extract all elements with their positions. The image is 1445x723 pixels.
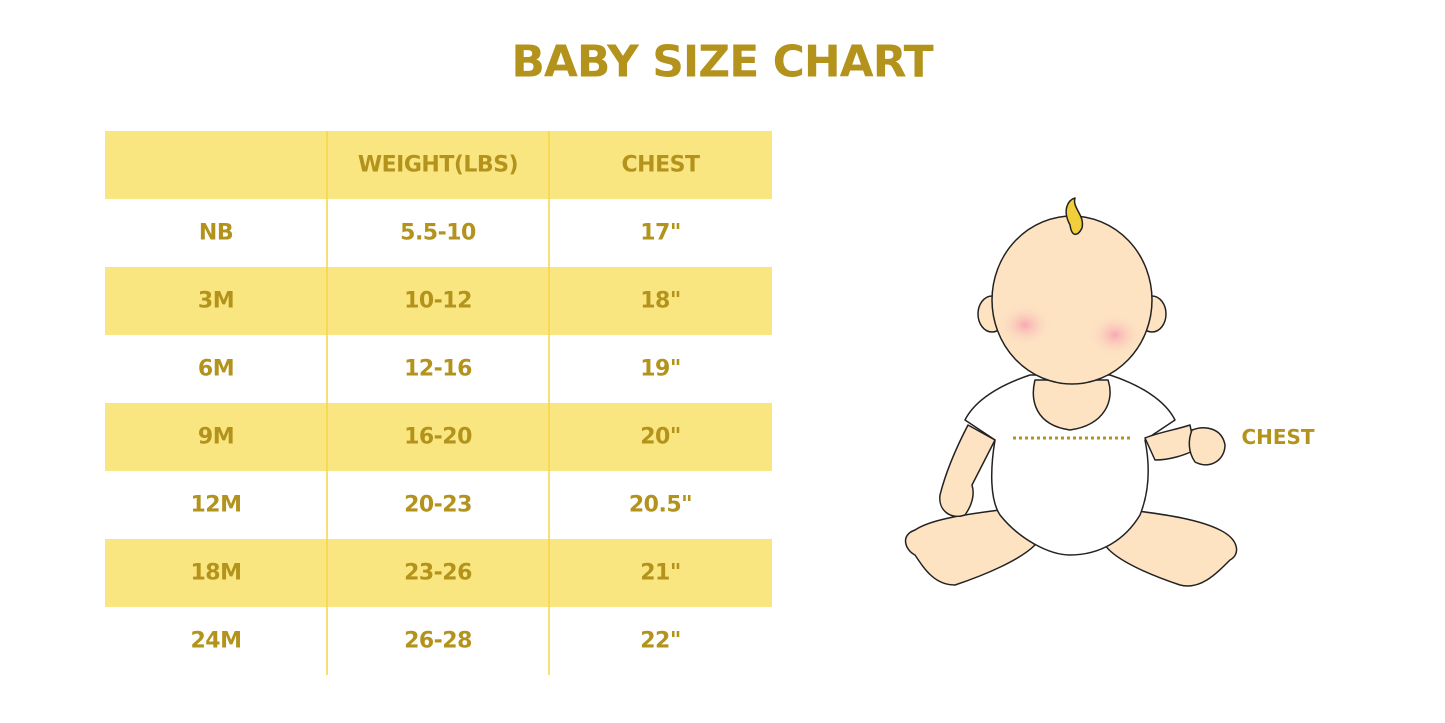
title: BABY SIZE CHART: [511, 37, 933, 88]
table-cell: 3M: [198, 289, 234, 314]
table-cell: 12M: [190, 493, 241, 518]
table-cell: 26-28: [404, 629, 472, 654]
table-cell: 10-12: [404, 289, 472, 314]
row-band: [105, 403, 772, 471]
table-cell: 22": [640, 629, 681, 654]
size-table: WEIGHT(LBS) CHEST NB 5.5-10 17" 3M 10-12 18" 6M 1…: [105, 131, 772, 675]
table-cell: NB: [199, 221, 233, 246]
table-cell: 18M: [190, 561, 241, 586]
table-cell: 12-16: [404, 357, 472, 382]
table-cell: 18": [640, 289, 681, 314]
baby-illustration: [904, 197, 1238, 587]
table-cell: 21": [640, 561, 681, 586]
table-cell: 24M: [190, 629, 241, 654]
header-cell: CHEST: [622, 153, 700, 178]
chest-label: CHEST: [1241, 425, 1314, 449]
table-cell: 20.5": [629, 493, 692, 518]
table-cell: 9M: [198, 425, 234, 450]
table-cell: 17": [640, 221, 681, 246]
table-cell: 20": [640, 425, 681, 450]
table-cell: 23-26: [404, 561, 472, 586]
table-cell: 6M: [198, 357, 234, 382]
header-cell: WEIGHT(LBS): [358, 153, 518, 178]
table-cell: 5.5-10: [400, 221, 476, 246]
table-cell: 20-23: [404, 493, 472, 518]
table-cell: 16-20: [404, 425, 472, 450]
header-row: [105, 131, 772, 199]
row-band: [105, 267, 772, 335]
row-band: [105, 539, 772, 607]
table-cell: 19": [640, 357, 681, 382]
